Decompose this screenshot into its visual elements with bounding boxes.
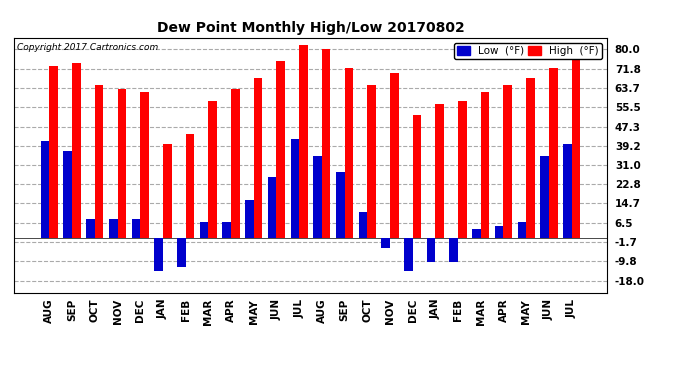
Bar: [313, 156, 322, 238]
Bar: [50, 66, 58, 238]
Bar: [117, 90, 126, 238]
Bar: [231, 90, 239, 238]
Bar: [336, 172, 344, 238]
Bar: [458, 101, 466, 238]
Bar: [163, 144, 172, 238]
Bar: [140, 92, 149, 238]
Bar: [344, 68, 353, 238]
Bar: [390, 73, 399, 238]
Bar: [571, 49, 580, 238]
Bar: [155, 238, 163, 271]
Bar: [222, 222, 231, 238]
Bar: [359, 212, 367, 238]
Bar: [426, 238, 435, 262]
Bar: [413, 116, 422, 238]
Bar: [208, 101, 217, 238]
Bar: [540, 156, 549, 238]
Bar: [95, 85, 103, 238]
Bar: [268, 177, 277, 238]
Bar: [449, 238, 458, 262]
Title: Dew Point Monthly High/Low 20170802: Dew Point Monthly High/Low 20170802: [157, 21, 464, 35]
Bar: [549, 68, 558, 238]
Bar: [495, 226, 504, 238]
Bar: [41, 141, 50, 238]
Bar: [367, 85, 376, 238]
Legend: Low  (°F), High  (°F): Low (°F), High (°F): [454, 43, 602, 59]
Bar: [254, 78, 262, 238]
Bar: [518, 222, 526, 238]
Bar: [299, 45, 308, 238]
Bar: [199, 222, 208, 238]
Bar: [481, 92, 489, 238]
Bar: [563, 144, 571, 238]
Bar: [72, 63, 81, 238]
Bar: [322, 49, 331, 238]
Bar: [86, 219, 95, 238]
Bar: [290, 139, 299, 238]
Bar: [435, 104, 444, 238]
Bar: [504, 85, 512, 238]
Bar: [404, 238, 413, 271]
Bar: [472, 229, 481, 238]
Bar: [245, 200, 254, 238]
Bar: [177, 238, 186, 267]
Bar: [109, 219, 117, 238]
Bar: [63, 151, 72, 238]
Text: Copyright 2017 Cartronics.com: Copyright 2017 Cartronics.com: [17, 43, 158, 52]
Bar: [186, 134, 195, 238]
Bar: [382, 238, 390, 248]
Bar: [132, 219, 140, 238]
Bar: [526, 78, 535, 238]
Bar: [277, 61, 285, 238]
